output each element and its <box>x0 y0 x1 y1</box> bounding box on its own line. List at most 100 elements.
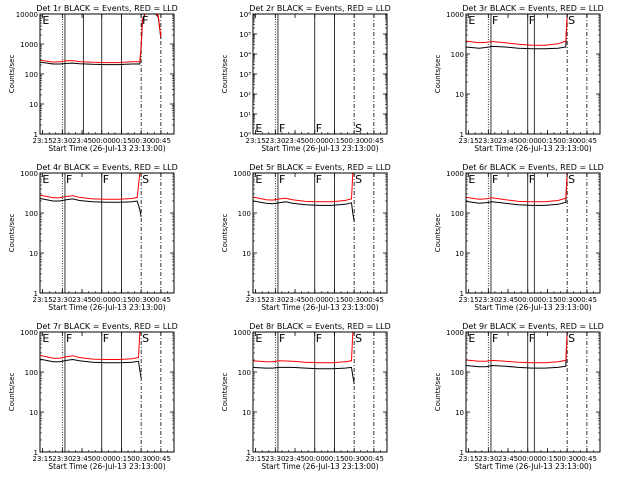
y-tick-label: 100 <box>25 369 38 377</box>
marker-letter: F <box>492 173 498 186</box>
series-group <box>466 173 568 206</box>
x-tick-label: 00:30 <box>131 455 151 463</box>
plot-frame <box>252 331 388 453</box>
y-tick-label: 10³ <box>239 71 251 79</box>
x-tick-label: 00:45 <box>577 296 597 304</box>
x-axis-label: Start Time (26-Jul-13 23:13:00) <box>474 144 591 153</box>
lld-series-line <box>40 14 162 64</box>
y-tick-label: 10 <box>242 409 251 417</box>
x-tick-label: 23:15 <box>33 455 53 463</box>
x-tick-label: 23:30 <box>52 137 72 145</box>
marker-letter: E <box>255 122 262 135</box>
series-group <box>40 14 162 66</box>
panel-title: Det 1r BLACK = Events, RED = LLD <box>36 4 178 13</box>
series-group <box>40 332 142 379</box>
x-tick-label: 00:45 <box>364 296 384 304</box>
marker-letter: S <box>142 332 149 345</box>
y-tick-label: 1 <box>247 290 251 298</box>
y-tick-label: 1000 <box>20 41 38 49</box>
y-tick-label: 10 <box>242 250 251 258</box>
marker-letter: F <box>66 332 72 345</box>
y-tick-label: 10000 <box>16 11 38 19</box>
y-tick-label: 1000 <box>233 170 251 178</box>
x-tick-label: 00:15 <box>537 296 557 304</box>
x-tick-label: 00:45 <box>364 455 384 463</box>
plot-frame <box>465 13 601 135</box>
events-series-line <box>466 14 568 50</box>
marker-letter: S <box>355 332 362 345</box>
marker-letter: F <box>279 332 285 345</box>
marker-letter: F <box>279 122 285 135</box>
x-tick-label: 00:30 <box>557 296 577 304</box>
x-tick-label: 00:15 <box>111 137 131 145</box>
marker-letter: F <box>492 14 498 27</box>
x-tick-label: 23:45 <box>498 455 518 463</box>
x-tick-label: 00:15 <box>324 137 344 145</box>
plot-frame <box>465 172 601 294</box>
x-axis-label: Start Time (26-Jul-13 23:13:00) <box>261 144 378 153</box>
x-tick-label: 00:30 <box>344 137 364 145</box>
x-tick-label: 23:45 <box>498 296 518 304</box>
series-group <box>466 14 568 50</box>
marker-letter: E <box>42 332 49 345</box>
x-tick-label: 23:30 <box>478 296 498 304</box>
x-tick-label: 23:30 <box>478 455 498 463</box>
events-series-line <box>466 332 568 369</box>
marker-letter: S <box>142 173 149 186</box>
y-tick-label: 10⁰ <box>239 131 251 139</box>
x-tick-label: 00:00 <box>305 137 325 145</box>
x-tick-label: 00:15 <box>537 455 557 463</box>
y-tick-label: 1000 <box>233 329 251 337</box>
x-tick-label: 23:45 <box>72 137 92 145</box>
x-tick-label: 00:45 <box>151 296 171 304</box>
x-axis-label: Start Time (26-Jul-13 23:13:00) <box>474 462 591 471</box>
y-tick-label: 100 <box>451 210 464 218</box>
y-tick-label: 10⁶ <box>239 11 251 19</box>
lld-series-line <box>466 332 568 364</box>
plot-frame <box>39 331 175 453</box>
series-group <box>40 173 142 217</box>
marker-letter: F <box>316 332 322 345</box>
x-tick-label: 00:45 <box>577 455 597 463</box>
x-axis-label: Start Time (26-Jul-13 23:13:00) <box>48 462 165 471</box>
y-axis-label: Counts/sec <box>221 373 229 412</box>
x-tick-label: 23:15 <box>33 137 53 145</box>
events-series-line <box>253 366 355 385</box>
y-tick-label: 10 <box>29 409 38 417</box>
lld-series-line <box>466 14 568 46</box>
x-tick-label: 23:30 <box>265 455 285 463</box>
marker-letter: F <box>103 173 109 186</box>
x-tick-label: 23:45 <box>285 455 305 463</box>
plot-frame <box>39 13 175 135</box>
x-tick-label: 00:30 <box>344 455 364 463</box>
y-axis-label: Counts/sec <box>221 55 229 94</box>
marker-letter: F <box>66 173 72 186</box>
marker-letter: F <box>142 14 148 27</box>
y-tick-label: 100 <box>238 369 251 377</box>
marker-letter: F <box>492 332 498 345</box>
y-tick-label: 10² <box>239 91 251 99</box>
panel-title: Det 7r BLACK = Events, RED = LLD <box>36 322 178 331</box>
marker-letter: F <box>279 173 285 186</box>
panel-title: Det 9r BLACK = Events, RED = LLD <box>462 322 604 331</box>
y-tick-label: 1000 <box>446 170 464 178</box>
y-tick-label: 10 <box>455 250 464 258</box>
x-tick-label: 23:45 <box>72 296 92 304</box>
marker-letter: S <box>355 173 362 186</box>
marker-letter: F <box>316 173 322 186</box>
y-tick-label: 1000 <box>20 170 38 178</box>
plot-frame <box>465 331 601 453</box>
y-axis-label: Counts/sec <box>8 373 16 412</box>
marker-letter: E <box>255 332 262 345</box>
y-tick-label: 1 <box>34 290 38 298</box>
x-tick-label: 00:30 <box>344 296 364 304</box>
marker-letter: E <box>42 173 49 186</box>
marker-letter: F <box>529 14 535 27</box>
marker-letter: E <box>468 14 475 27</box>
